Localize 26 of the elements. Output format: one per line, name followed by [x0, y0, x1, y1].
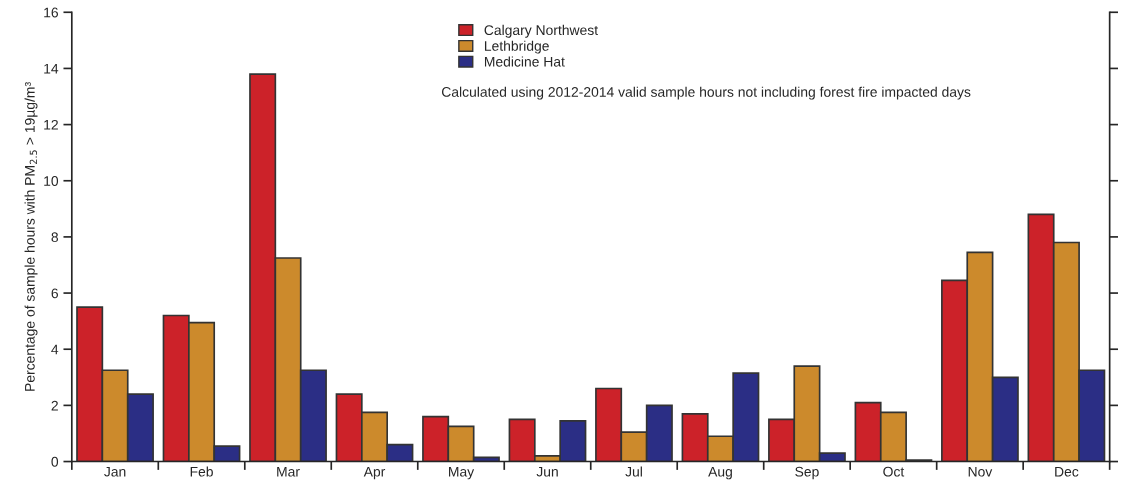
y-tick-label: 6: [51, 288, 58, 299]
y-tick-label: 10: [44, 176, 59, 186]
y-tick-label: 12: [44, 119, 58, 130]
x-tick-label: Jul: [625, 466, 642, 477]
legend-label: Calgary Northwest: [484, 24, 598, 38]
x-tick-label: Oct: [883, 466, 905, 477]
x-tick-label: Aug: [708, 466, 732, 480]
x-tick-label: Sep: [795, 466, 819, 480]
y-tick-label: 16: [44, 7, 58, 18]
x-tick-label: May: [449, 466, 475, 480]
x-tick-label: Dec: [1055, 466, 1079, 477]
legend-label: Lethbridge: [484, 40, 549, 54]
x-tick-label: Apr: [363, 466, 386, 480]
y-tick-label: 14: [44, 63, 59, 74]
y-tick-label: 2: [51, 400, 58, 411]
y-tick-label: 8: [51, 232, 59, 243]
y-tick-label: 0: [51, 456, 59, 467]
x-tick-label: Jan: [104, 466, 126, 477]
legend-label: Medicine Hat: [484, 56, 565, 67]
y-axis-title: Percentage of sample hours with PM$_{2.5}$ > 19µg/m³: [24, 82, 38, 391]
x-tick-label: Feb: [190, 466, 213, 477]
y-tick-label: 4: [51, 344, 59, 355]
x-tick-label: Nov: [968, 466, 993, 477]
x-tick-label: Mar: [277, 466, 300, 477]
x-tick-label: Jun: [536, 466, 558, 477]
annotation: Calculated using 2012-2014 valid sample hours not including forest fire impacted days: [441, 86, 971, 100]
